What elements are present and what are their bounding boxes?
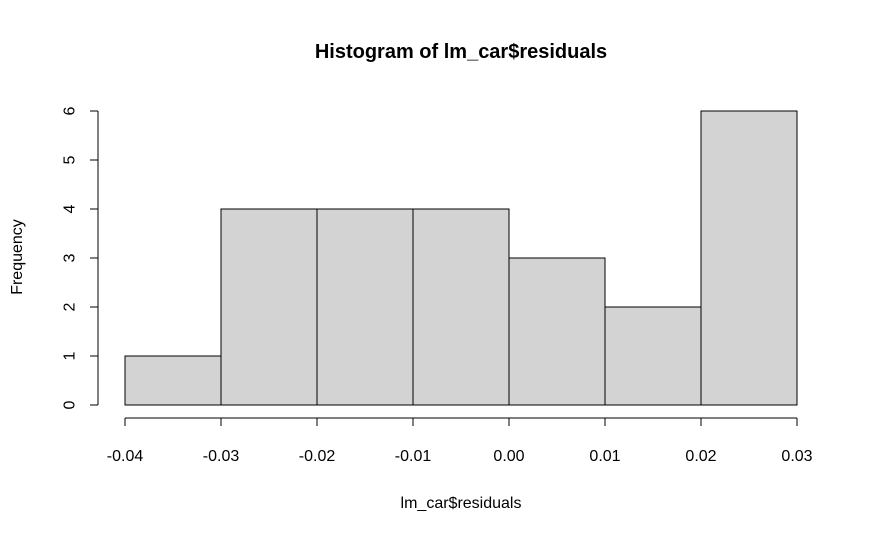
chart-title: Histogram of lm_car$residuals	[315, 41, 607, 63]
y-tick-label: 3	[62, 253, 79, 262]
x-tick-label: 0.01	[589, 448, 620, 465]
histogram-bar	[412, 208, 510, 406]
histogram-bar	[316, 208, 414, 406]
x-tick-label: 0.00	[493, 448, 524, 465]
x-tick-label: 0.02	[685, 448, 716, 465]
x-tick-label: -0.02	[299, 448, 336, 465]
y-tick-label: 1	[62, 351, 79, 360]
y-axis: 0 1 2 3 4 5 6	[62, 106, 99, 409]
histogram-bar	[700, 110, 798, 406]
histogram-bar	[124, 355, 222, 406]
y-tick-label: 5	[62, 155, 79, 164]
y-tick-label: 0	[62, 400, 79, 409]
x-axis-label: lm_car$residuals	[401, 495, 522, 512]
bars-group	[124, 110, 798, 406]
y-axis-label: Frequency	[9, 219, 26, 295]
x-tick-label: -0.01	[395, 448, 432, 465]
histogram-bar	[508, 257, 606, 406]
y-tick-label: 2	[62, 302, 79, 311]
histogram-bar	[604, 306, 702, 406]
x-tick-label: -0.04	[107, 448, 144, 465]
histogram-bar	[220, 208, 318, 406]
x-tick-label: -0.03	[203, 448, 240, 465]
x-axis: -0.04 -0.03 -0.02 -0.01 0.00 0.01 0.02 0.03	[107, 417, 813, 465]
y-tick-label: 6	[62, 106, 79, 115]
x-tick-label: 0.03	[781, 448, 812, 465]
y-tick-label: 4	[62, 204, 79, 213]
